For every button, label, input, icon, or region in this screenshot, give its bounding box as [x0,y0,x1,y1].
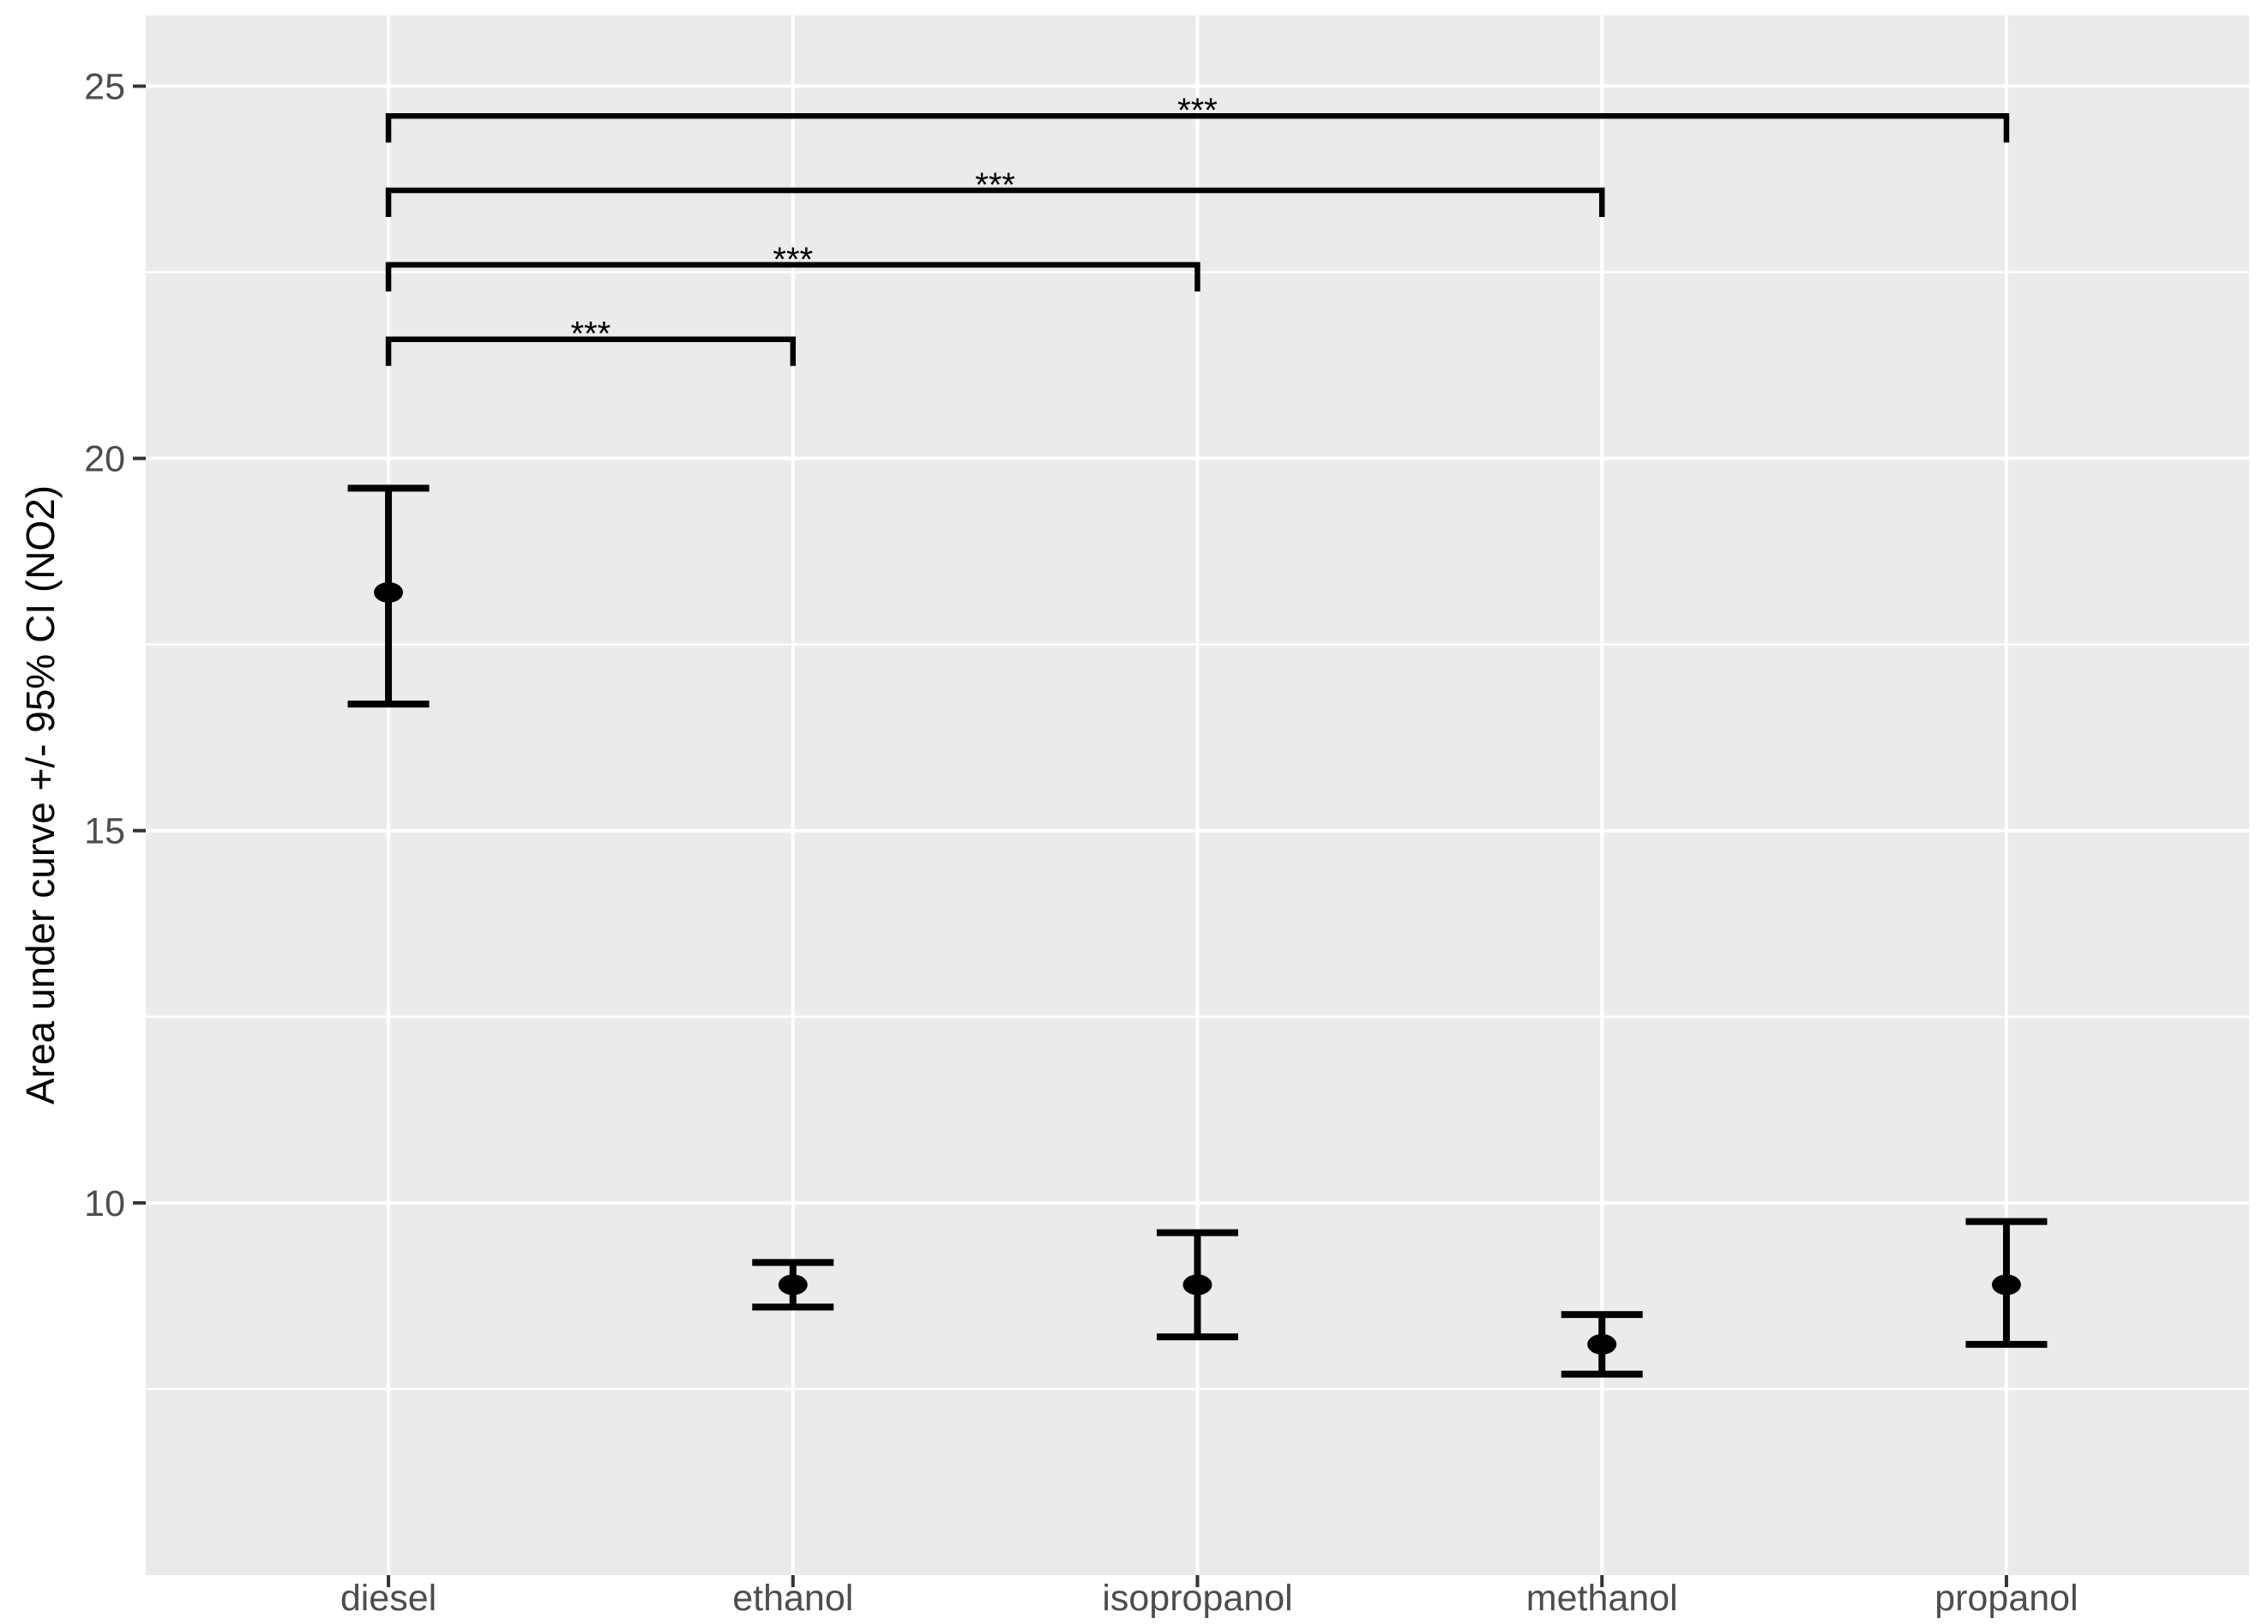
significance-bracket [385,187,1605,218]
mean-point [778,1274,808,1296]
significance-bracket [385,262,1200,292]
x-tick-label: diesel [340,1578,436,1619]
significance-label: *** [1177,92,1218,129]
mean-point [374,581,404,603]
x-tick-label: methanol [1526,1578,1678,1619]
x-tick-label: propanol [1934,1578,2078,1619]
significance-label: *** [571,316,611,353]
y-tick-label: 10 [84,1183,125,1224]
significance-label: *** [975,166,1015,204]
mean-point [1991,1274,2021,1296]
significance-bracket [385,336,797,366]
x-tick-label: ethanol [732,1578,853,1619]
y-tick-label: 15 [84,811,125,852]
y-tick-label: 25 [84,66,125,107]
mean-point [1182,1274,1212,1296]
significance-label: *** [773,241,813,279]
y-tick-label: 20 [84,439,125,480]
significance-bracket [385,112,2010,143]
x-tick-label: isopropanol [1102,1578,1292,1619]
mean-point [1587,1333,1617,1355]
